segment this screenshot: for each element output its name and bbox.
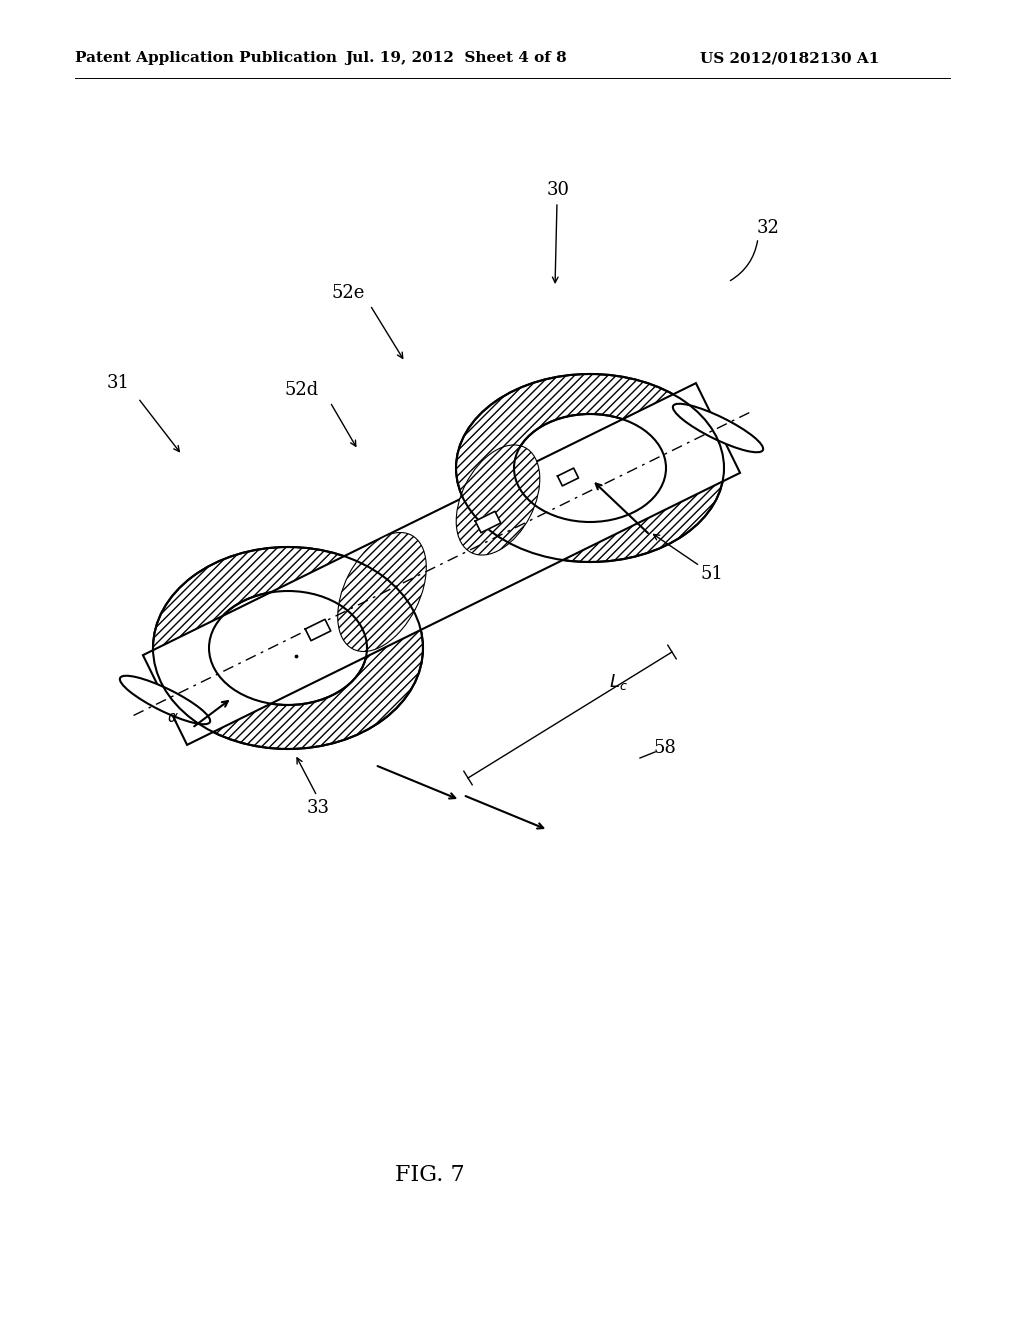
Text: 52d: 52d xyxy=(285,381,319,399)
Text: 32: 32 xyxy=(757,219,779,238)
Text: Jul. 19, 2012  Sheet 4 of 8: Jul. 19, 2012 Sheet 4 of 8 xyxy=(345,51,566,65)
Ellipse shape xyxy=(153,546,423,748)
Ellipse shape xyxy=(457,445,540,554)
Text: $\alpha$: $\alpha$ xyxy=(167,711,179,725)
Ellipse shape xyxy=(120,676,210,725)
Text: FIG. 7: FIG. 7 xyxy=(395,1164,465,1185)
Text: 30: 30 xyxy=(547,181,569,199)
Text: 51: 51 xyxy=(700,565,723,583)
Polygon shape xyxy=(475,511,501,533)
Ellipse shape xyxy=(514,414,666,521)
Text: 58: 58 xyxy=(653,739,677,756)
Text: $L_c$: $L_c$ xyxy=(608,672,628,692)
Ellipse shape xyxy=(338,532,426,652)
Polygon shape xyxy=(557,469,579,486)
Ellipse shape xyxy=(456,374,724,562)
Polygon shape xyxy=(305,619,331,640)
Polygon shape xyxy=(143,383,740,744)
Ellipse shape xyxy=(673,404,763,453)
Ellipse shape xyxy=(209,591,367,705)
Text: Patent Application Publication: Patent Application Publication xyxy=(75,51,337,65)
Text: 31: 31 xyxy=(106,374,129,392)
Text: 33: 33 xyxy=(306,799,330,817)
Text: 52e: 52e xyxy=(332,284,365,302)
Text: US 2012/0182130 A1: US 2012/0182130 A1 xyxy=(700,51,880,65)
